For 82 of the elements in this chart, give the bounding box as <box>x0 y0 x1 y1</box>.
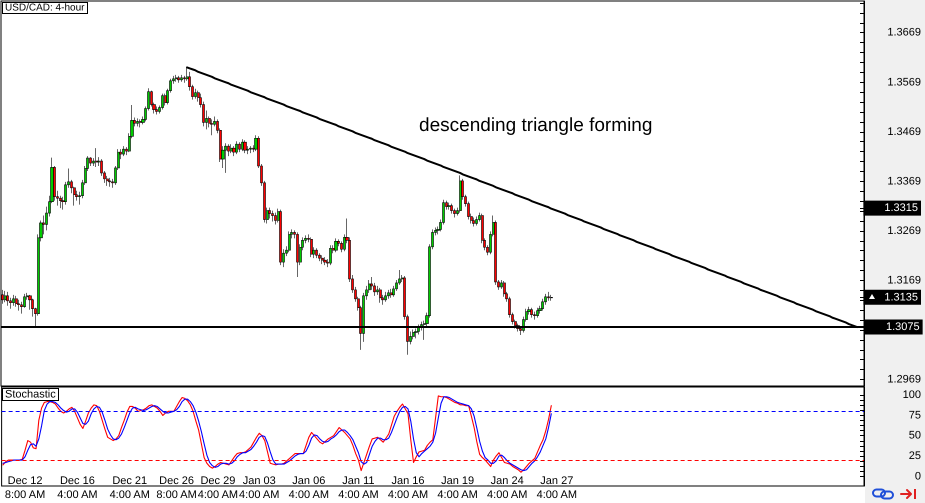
x-tick-label: Dec 26 8:00 AM <box>156 475 197 501</box>
candlestick <box>530 307 533 318</box>
candlestick <box>17 299 20 311</box>
candlestick <box>274 212 277 225</box>
candlestick <box>288 231 291 253</box>
candlestick <box>550 294 553 302</box>
candlestick <box>536 307 539 318</box>
y-tick-label: 75 <box>908 409 921 422</box>
x-tick-label: Dec 12 8:00 AM <box>4 475 46 501</box>
y-tick-label: 1.3135 <box>884 291 918 304</box>
candlestick <box>15 296 18 308</box>
candlestick <box>155 106 158 115</box>
candlestick <box>472 217 475 227</box>
candlestick <box>387 290 390 300</box>
candlestick <box>323 256 327 266</box>
candlestick <box>279 209 282 266</box>
x-tick-label: Jan 06 4:00 AM <box>288 475 330 501</box>
candlestick <box>6 292 9 306</box>
y-tick-label: 1.3269 <box>887 224 921 237</box>
y-tick-label: 0 <box>914 470 921 482</box>
candlestick <box>122 146 125 156</box>
candlestick <box>459 175 462 213</box>
y-tick-label: 1.3169 <box>887 274 921 286</box>
y-tick-label: 1.3315 <box>884 202 918 214</box>
candlestick <box>310 237 313 258</box>
candlestick <box>139 119 142 128</box>
candlestick <box>318 252 321 262</box>
candlestick <box>12 294 15 306</box>
candlestick <box>95 148 98 168</box>
candlestick <box>243 140 247 154</box>
candlestick <box>224 142 227 174</box>
candlestick <box>334 238 338 253</box>
candlestick <box>379 288 382 304</box>
y-tick-label: 25 <box>908 450 921 462</box>
candlestick <box>249 146 252 154</box>
candlestick <box>533 311 536 320</box>
candlestick <box>161 93 164 110</box>
candlestick <box>238 142 241 152</box>
candlestick <box>175 74 178 82</box>
y-tick-label: 1.2969 <box>887 374 921 386</box>
x-tick-label: Jan 27 4:00 AM <box>536 475 577 501</box>
y-tick-label: 1.3469 <box>887 126 921 138</box>
candlestick <box>447 202 451 210</box>
candlestick <box>475 216 478 226</box>
candlestick <box>210 119 213 136</box>
x-tick-label: Jan 03 4:00 AM <box>239 475 280 501</box>
ref-line-label: 1.3075 <box>886 321 920 334</box>
candlestick <box>177 76 180 84</box>
candlestick <box>315 248 318 258</box>
candlestick <box>241 138 244 152</box>
candlestick <box>194 88 197 99</box>
y-tick-label: 50 <box>908 430 921 442</box>
candlestick <box>541 298 544 311</box>
x-tick-label: Jan 16 4:00 AM <box>388 475 428 501</box>
y-tick-label: 1.3569 <box>887 76 921 88</box>
x-tick-label: Dec 29 4:00 AM <box>198 475 238 501</box>
chart-title: Stochastic <box>5 388 56 400</box>
candlestick <box>329 244 332 266</box>
x-tick-label: Dec 16 4:00 AM <box>57 475 98 501</box>
x-tick-label: Jan 19 4:00 AM <box>437 475 478 501</box>
y-tick-label: 100 <box>902 389 921 402</box>
candlestick <box>390 288 393 298</box>
candlestick <box>296 232 299 278</box>
candlestick <box>271 210 274 222</box>
candlestick <box>59 195 62 208</box>
candlestick <box>108 178 111 188</box>
candlestick <box>547 292 550 302</box>
candlestick <box>450 203 453 214</box>
x-tick-label: Dec 21 4:00 AM <box>110 475 150 501</box>
candlestick <box>4 290 7 303</box>
candlestick <box>235 140 238 154</box>
x-tick-label: Jan 11 4:00 AM <box>338 475 379 501</box>
candlestick <box>180 74 183 82</box>
chart-title: USD/CAD: 4-hour <box>5 2 86 14</box>
y-tick-label: 1.3669 <box>887 26 921 39</box>
candlestick <box>136 118 139 127</box>
y-tick-label: 1.3369 <box>887 175 921 188</box>
candlestick <box>384 292 387 302</box>
annotation: descending triangle forming <box>419 115 652 136</box>
candlestick <box>321 254 324 264</box>
candlestick <box>230 144 233 154</box>
x-tick-label: Jan 24 4:00 AM <box>487 475 528 501</box>
